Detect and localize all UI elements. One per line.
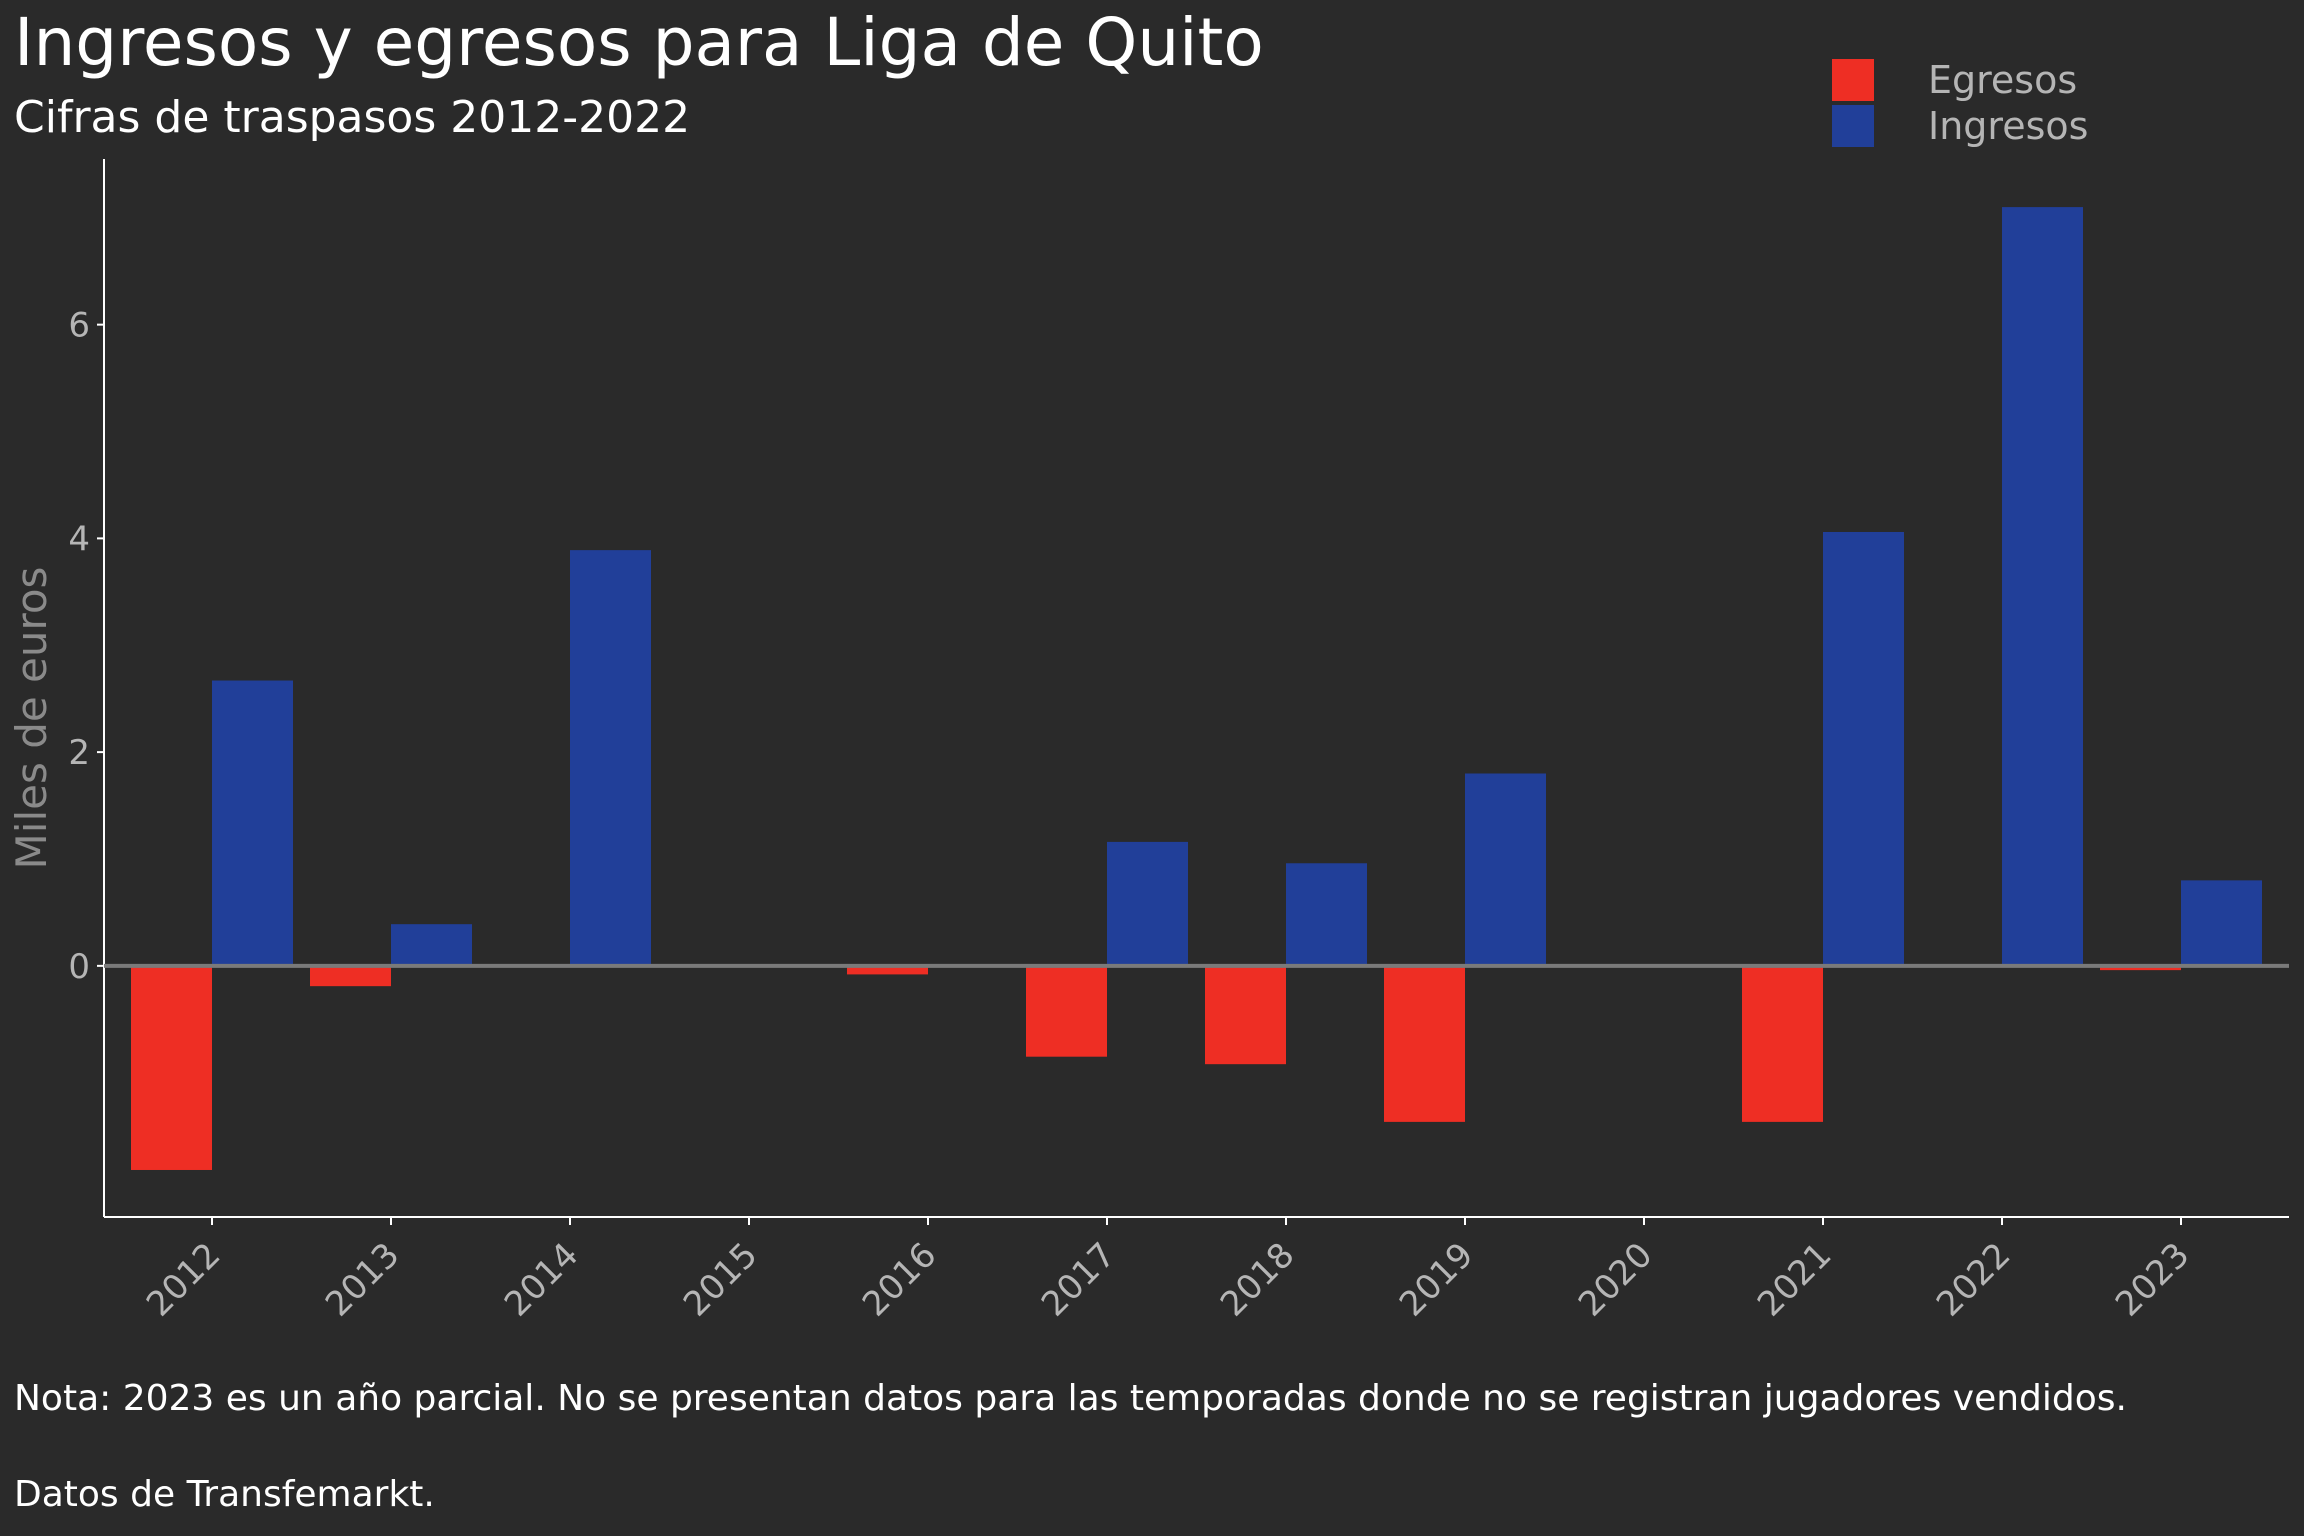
legend-swatch-egresos (1832, 59, 1874, 101)
bar-ingresos-2017 (1107, 841, 1188, 966)
bar-egresos-2017 (1026, 965, 1107, 1057)
x-tick-label: 2019 (1392, 1235, 1481, 1324)
bar-egresos-2012 (131, 965, 212, 1170)
legend-label-ingresos: Ingresos (1928, 104, 2089, 148)
bar-egresos-2021 (1742, 965, 1823, 1122)
bar-ingresos-2014 (570, 550, 651, 966)
y-axis-label: Miles de euros (7, 567, 56, 870)
x-tick-label: 2023 (2108, 1235, 2197, 1324)
x-tick-label: 2014 (497, 1235, 586, 1324)
y-tick-label: 2 (68, 733, 90, 773)
x-tick-label: 2018 (1213, 1235, 1302, 1324)
bar-ingresos-2013 (391, 924, 472, 966)
bar-egresos-2016 (847, 965, 928, 975)
chart-title: Ingresos y egresos para Liga de Quito (14, 4, 1264, 81)
bar-ingresos-2018 (1286, 863, 1367, 966)
bar-ingresos-2019 (1465, 773, 1546, 966)
x-tick-label: 2015 (676, 1235, 765, 1324)
y-tick-label: 0 (68, 947, 90, 987)
x-tick-label: 2013 (318, 1235, 407, 1324)
bar-egresos-2018 (1205, 965, 1286, 1065)
x-tick-label: 2022 (1929, 1235, 2018, 1324)
bar-egresos-2023 (2100, 965, 2181, 971)
bar-ingresos-2022 (2002, 207, 2083, 966)
chart-subtitle: Cifras de traspasos 2012-2022 (14, 92, 691, 143)
bar-ingresos-2021 (1823, 531, 1904, 966)
legend-swatch-ingresos (1832, 105, 1874, 147)
chart-note: Nota: 2023 es un año parcial. No se pres… (14, 1378, 2127, 1419)
chart-source: Datos de Transfemarkt. (14, 1474, 435, 1515)
x-tick-label: 2016 (855, 1235, 944, 1324)
legend-item-ingresos: Ingresos (1832, 104, 2088, 148)
x-tick-label: 2012 (139, 1235, 228, 1324)
y-tick-label: 6 (68, 306, 90, 346)
x-tick-label: 2017 (1034, 1235, 1123, 1324)
x-tick-label: 2020 (1571, 1235, 1660, 1324)
x-tick-label: 2021 (1750, 1235, 1839, 1324)
legend-label-egresos: Egresos (1928, 58, 2078, 102)
bar-egresos-2013 (310, 965, 391, 987)
y-tick-label: 4 (68, 519, 90, 559)
legend-item-egresos: Egresos (1832, 58, 2077, 102)
bar-egresos-2019 (1384, 965, 1465, 1122)
bar-ingresos-2023 (2181, 880, 2262, 966)
bar-ingresos-2012 (212, 680, 293, 966)
